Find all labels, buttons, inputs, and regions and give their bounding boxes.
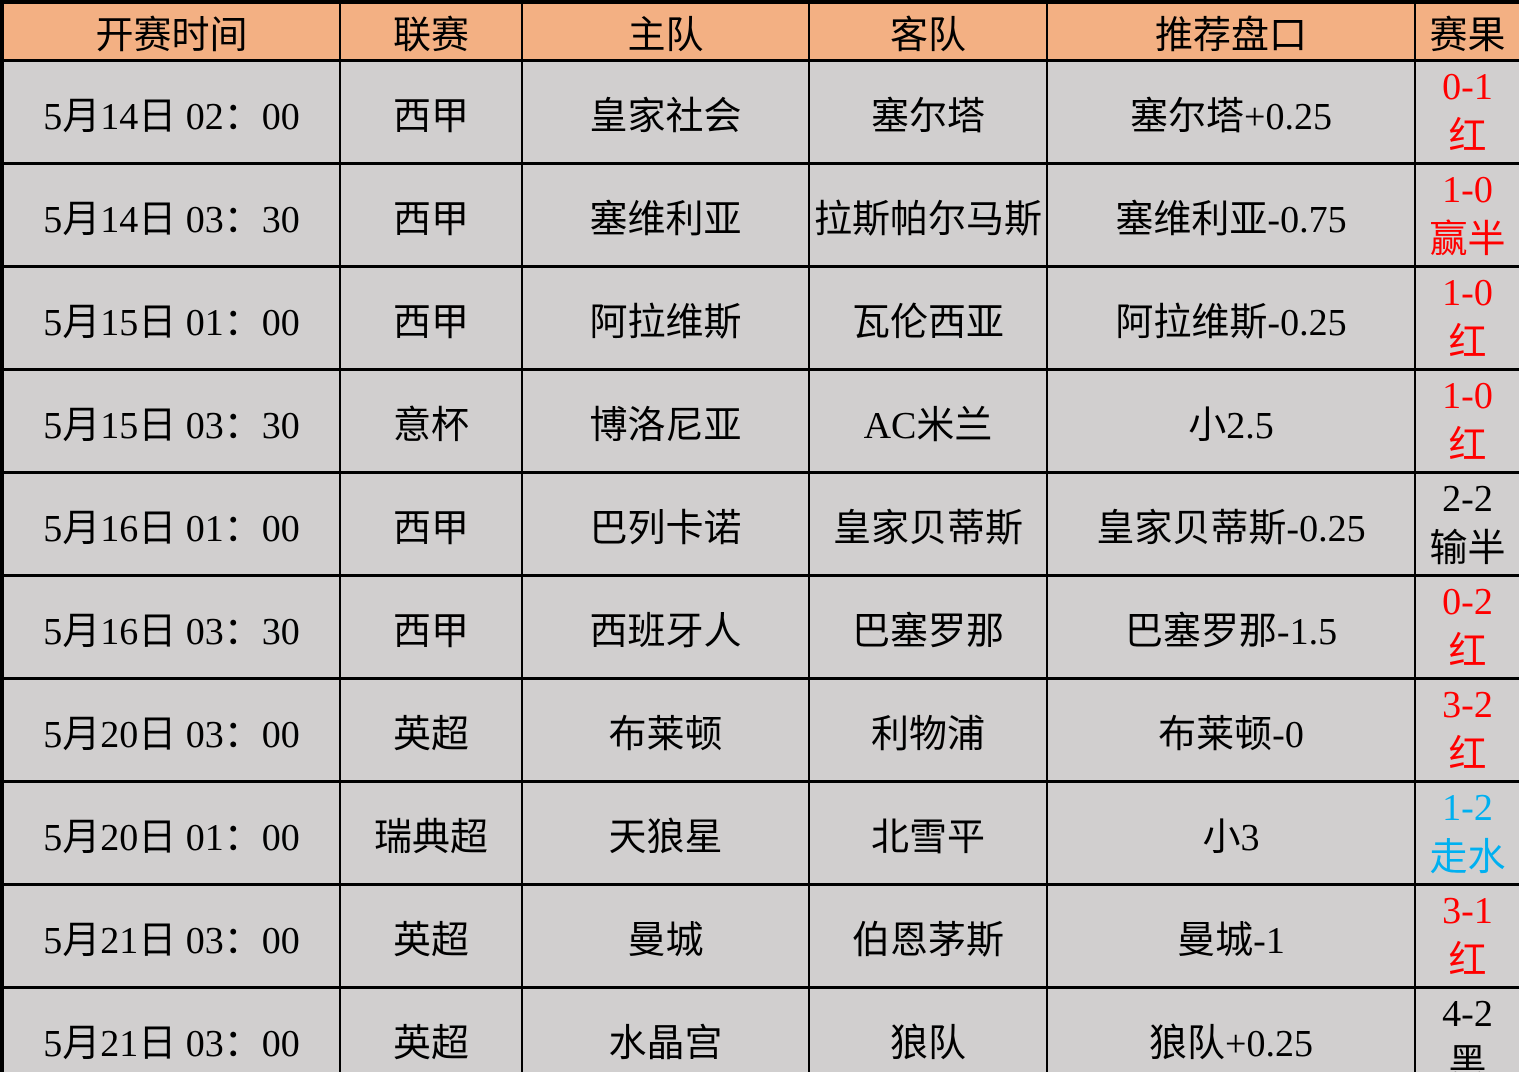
result-score: 2-2 <box>1442 478 1493 520</box>
cell-result: 2-2 输半 <box>1414 471 1519 577</box>
result-score: 1-0 <box>1442 272 1493 314</box>
cell-away-team: 狼队 <box>808 986 1048 1072</box>
cell-kickoff-time: 5月16日 03：30 <box>1 574 341 680</box>
cell-league: 西甲 <box>339 265 523 371</box>
cell-away-team: 皇家贝蒂斯 <box>808 471 1048 577</box>
cell-kickoff-time: 5月21日 03：00 <box>1 883 341 989</box>
cell-handicap: 皇家贝蒂斯-0.25 <box>1046 471 1416 577</box>
cell-home-team: 阿拉维斯 <box>521 265 810 371</box>
cell-kickoff-time: 5月21日 03：00 <box>1 986 341 1072</box>
cell-kickoff-time: 5月20日 01：00 <box>1 780 341 886</box>
cell-away-team: 北雪平 <box>808 780 1048 886</box>
result-outcome: 输半 <box>1429 528 1506 570</box>
header-row: 开赛时间 联赛 主队 客队 推荐盘口 赛果 <box>1 0 1519 62</box>
cell-home-team: 水晶宫 <box>521 986 810 1072</box>
result-outcome: 走水 <box>1429 837 1506 879</box>
cell-away-team: 巴塞罗那 <box>808 574 1048 680</box>
table-row: 5月15日 03：30 意杯 博洛尼亚 AC米兰 小2.5 1-0 红 <box>1 368 1519 474</box>
cell-result: 1-0 赢半 <box>1414 162 1519 268</box>
table-row: 5月16日 01：00 西甲 巴列卡诺 皇家贝蒂斯 皇家贝蒂斯-0.25 2-2… <box>1 471 1519 577</box>
cell-handicap: 狼队+0.25 <box>1046 986 1416 1072</box>
result-score: 4-2 <box>1442 993 1493 1035</box>
cell-away-team: 拉斯帕尔马斯 <box>808 162 1048 268</box>
cell-kickoff-time: 5月14日 03：30 <box>1 162 341 268</box>
result-outcome: 红 <box>1448 116 1487 158</box>
result-outcome: 红 <box>1448 940 1487 982</box>
cell-away-team: 塞尔塔 <box>808 59 1048 165</box>
result-score: 0-1 <box>1442 66 1493 108</box>
cell-kickoff-time: 5月15日 01：00 <box>1 265 341 371</box>
col-header-home-team: 主队 <box>521 0 810 62</box>
table-row: 5月21日 03：00 英超 水晶宫 狼队 狼队+0.25 4-2 黑 <box>1 986 1519 1072</box>
col-header-kickoff-time: 开赛时间 <box>1 0 341 62</box>
cell-league: 西甲 <box>339 574 523 680</box>
cell-home-team: 博洛尼亚 <box>521 368 810 474</box>
cell-kickoff-time: 5月16日 01：00 <box>1 471 341 577</box>
cell-home-team: 西班牙人 <box>521 574 810 680</box>
result-score: 1-0 <box>1442 169 1493 211</box>
cell-away-team: 瓦伦西亚 <box>808 265 1048 371</box>
cell-handicap: 阿拉维斯-0.25 <box>1046 265 1416 371</box>
cell-kickoff-time: 5月14日 02：00 <box>1 59 341 165</box>
cell-away-team: AC米兰 <box>808 368 1048 474</box>
result-score: 0-2 <box>1442 581 1493 623</box>
cell-handicap: 塞尔塔+0.25 <box>1046 59 1416 165</box>
table-row: 5月21日 03：00 英超 曼城 伯恩茅斯 曼城-1 3-1 红 <box>1 883 1519 989</box>
table-row: 5月20日 03：00 英超 布莱顿 利物浦 布莱顿-0 3-2 红 <box>1 677 1519 783</box>
result-score: 1-2 <box>1442 787 1493 829</box>
result-outcome: 红 <box>1448 425 1487 467</box>
cell-result: 1-0 红 <box>1414 368 1519 474</box>
cell-league: 英超 <box>339 883 523 989</box>
cell-handicap: 塞维利亚-0.75 <box>1046 162 1416 268</box>
cell-home-team: 天狼星 <box>521 780 810 886</box>
cell-handicap: 小3 <box>1046 780 1416 886</box>
cell-home-team: 布莱顿 <box>521 677 810 783</box>
cell-kickoff-time: 5月15日 03：30 <box>1 368 341 474</box>
table-row: 5月20日 01：00 瑞典超 天狼星 北雪平 小3 1-2 走水 <box>1 780 1519 886</box>
cell-home-team: 塞维利亚 <box>521 162 810 268</box>
cell-league: 西甲 <box>339 59 523 165</box>
col-header-away-team: 客队 <box>808 0 1048 62</box>
result-outcome: 黑 <box>1448 1043 1487 1072</box>
table-row: 5月14日 03：30 西甲 塞维利亚 拉斯帕尔马斯 塞维利亚-0.75 1-0… <box>1 162 1519 268</box>
result-outcome: 红 <box>1448 734 1487 776</box>
col-header-result: 赛果 <box>1414 0 1519 62</box>
cell-result: 0-2 红 <box>1414 574 1519 680</box>
cell-handicap: 布莱顿-0 <box>1046 677 1416 783</box>
cell-league: 西甲 <box>339 471 523 577</box>
table-row: 5月15日 01：00 西甲 阿拉维斯 瓦伦西亚 阿拉维斯-0.25 1-0 红 <box>1 265 1519 371</box>
table-row: 5月16日 03：30 西甲 西班牙人 巴塞罗那 巴塞罗那-1.5 0-2 红 <box>1 574 1519 680</box>
cell-result: 0-1 红 <box>1414 59 1519 165</box>
cell-handicap: 巴塞罗那-1.5 <box>1046 574 1416 680</box>
cell-handicap: 曼城-1 <box>1046 883 1416 989</box>
cell-handicap: 小2.5 <box>1046 368 1416 474</box>
result-score: 3-2 <box>1442 684 1493 726</box>
cell-result: 4-2 黑 <box>1414 986 1519 1072</box>
col-header-recommended-handicap: 推荐盘口 <box>1046 0 1416 62</box>
result-outcome: 红 <box>1448 322 1487 364</box>
result-outcome: 红 <box>1448 631 1487 673</box>
cell-league: 意杯 <box>339 368 523 474</box>
cell-away-team: 利物浦 <box>808 677 1048 783</box>
cell-result: 1-2 走水 <box>1414 780 1519 886</box>
cell-home-team: 巴列卡诺 <box>521 471 810 577</box>
cell-league: 英超 <box>339 677 523 783</box>
result-score: 1-0 <box>1442 375 1493 417</box>
cell-kickoff-time: 5月20日 03：00 <box>1 677 341 783</box>
result-score: 3-1 <box>1442 890 1493 932</box>
table-row: 5月14日 02：00 西甲 皇家社会 塞尔塔 塞尔塔+0.25 0-1 红 <box>1 59 1519 165</box>
cell-league: 西甲 <box>339 162 523 268</box>
cell-result: 3-1 红 <box>1414 883 1519 989</box>
cell-home-team: 皇家社会 <box>521 59 810 165</box>
cell-league: 英超 <box>339 986 523 1072</box>
cell-away-team: 伯恩茅斯 <box>808 883 1048 989</box>
result-outcome: 赢半 <box>1429 219 1506 261</box>
cell-home-team: 曼城 <box>521 883 810 989</box>
cell-result: 1-0 红 <box>1414 265 1519 371</box>
cell-result: 3-2 红 <box>1414 677 1519 783</box>
col-header-league: 联赛 <box>339 0 523 62</box>
cell-league: 瑞典超 <box>339 780 523 886</box>
